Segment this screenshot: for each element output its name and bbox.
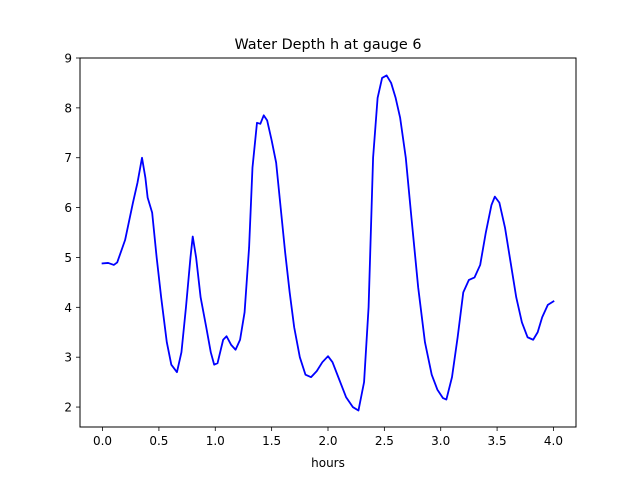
x-tick-label: 0.5 [149,434,168,448]
y-tick-label: 3 [64,351,72,365]
y-tick-label: 4 [64,301,72,315]
x-tick-label: 2.0 [318,434,337,448]
y-tick-label: 8 [64,101,72,115]
y-tick-label: 5 [64,251,72,265]
x-tick-label: 3.5 [488,434,507,448]
x-tick-label: 1.0 [206,434,225,448]
plot-area [101,74,555,412]
y-tick-label: 6 [64,201,72,215]
chart-title: Water Depth h at gauge 6 [234,37,421,53]
axes: 0.0 0.5 1.0 1.5 2.0 2.5 3.0 3.5 4.0 2 3 4 5 6 7 8 9 [64,52,577,448]
y-tick-label: 2 [64,401,72,415]
x-tick-label: 1.5 [262,434,281,448]
series-line-0 [101,74,555,412]
x-axis-label: hours [311,456,345,470]
x-tick-label: 0.0 [93,434,112,448]
y-tick-label: 7 [64,151,72,165]
x-tick-label: 2.5 [375,434,394,448]
x-tick-label: 4.0 [544,434,563,448]
y-tick-label: 9 [64,52,72,66]
x-tick-label: 3.0 [431,434,450,448]
